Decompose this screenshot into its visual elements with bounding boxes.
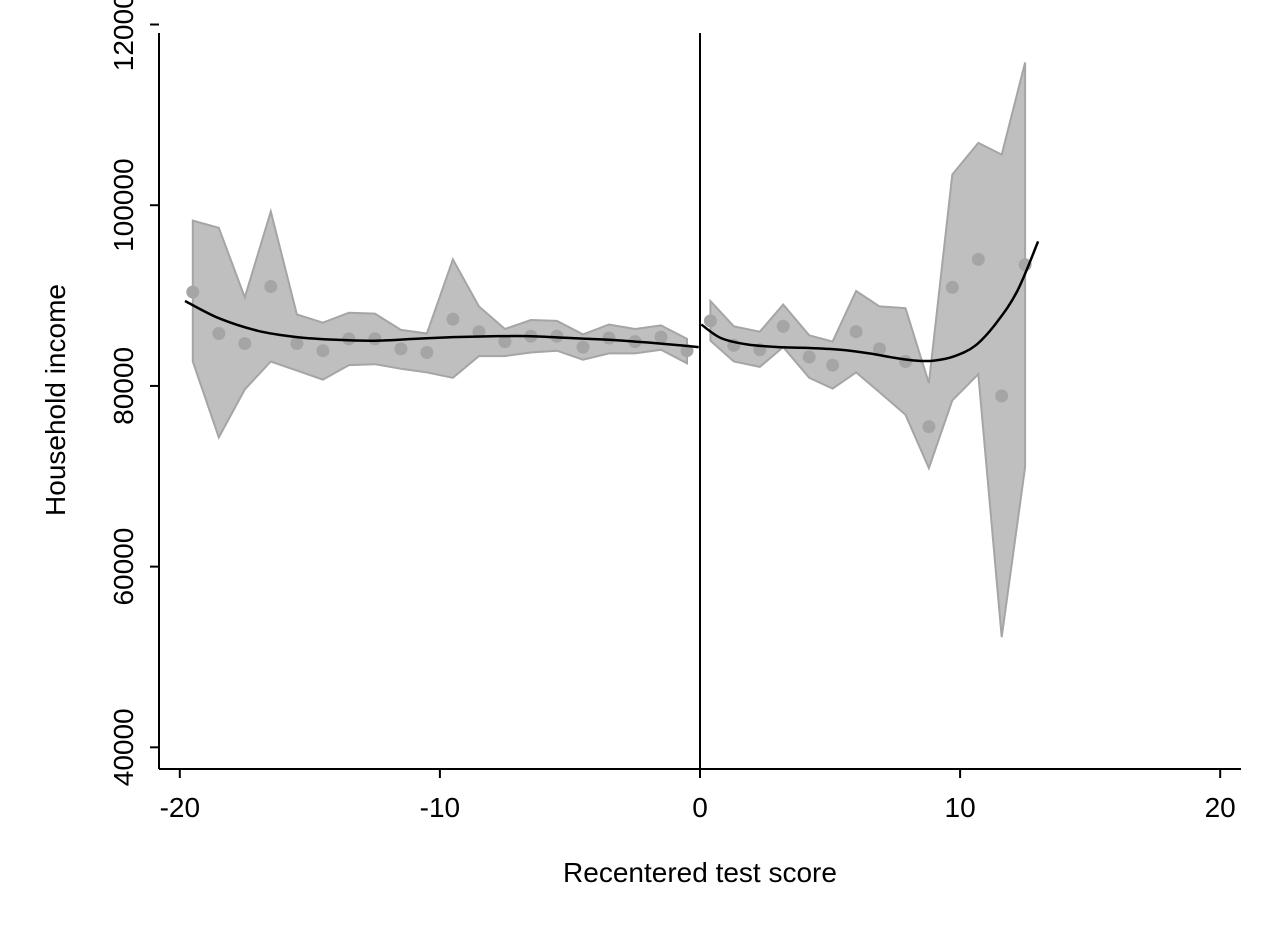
left-bins-point (238, 337, 252, 350)
right-fit-line (700, 240, 1040, 363)
right-bins-point (703, 314, 717, 328)
y-tick-label: 40000 (108, 708, 139, 786)
left-bins-point (368, 332, 382, 346)
left-bins-point (394, 342, 408, 356)
left-bins-point (420, 346, 434, 359)
y-axis-label: Household income (40, 284, 71, 516)
left-bins-point (498, 335, 512, 349)
x-tick-label: -20 (160, 792, 200, 823)
fit-lines (184, 240, 1040, 363)
left-bins-point (290, 337, 304, 350)
right-bins-point (873, 342, 886, 356)
left-bins-ci-band (191, 207, 688, 440)
right-bins-point (995, 389, 1009, 403)
left-bins-point (212, 327, 226, 340)
x-ticks: -20 -10 0 10 20 (160, 769, 1236, 823)
y-ticks: 40000 60000 80000 100000 120000 (108, 0, 159, 786)
x-tick-label: 0 (692, 792, 708, 823)
y-tick-label: 120000 (108, 0, 139, 71)
x-tick-label: -10 (420, 792, 460, 823)
left-fit-line (184, 299, 699, 349)
left-bins-point (472, 325, 486, 339)
x-tick-label: 20 (1205, 792, 1236, 823)
right-bins-point (945, 280, 959, 294)
right-bins-point (922, 420, 936, 434)
left-bins-point (602, 331, 616, 345)
left-bins-point (654, 330, 668, 344)
left-bins-point (446, 312, 460, 326)
y-tick-label: 80000 (108, 347, 139, 425)
right-bins-point (776, 319, 790, 333)
confidence-bands (191, 62, 1027, 638)
y-tick-label: 100000 (108, 158, 139, 251)
x-axis-label: Recentered test score (563, 857, 837, 888)
x-tick-label: 10 (945, 792, 976, 823)
left-bins-point (576, 340, 590, 354)
right-bins-point (971, 252, 985, 266)
left-bins-point (186, 285, 200, 299)
right-bins-ci-band (709, 62, 1027, 638)
y-tick-label: 60000 (108, 528, 139, 606)
right-bins-point (849, 325, 863, 339)
right-bins-point (899, 355, 912, 368)
right-bins-point (826, 358, 840, 372)
left-bins-point (342, 332, 356, 346)
axes: -20 -10 0 10 20 40000 60000 80000 100000 120000 (108, 0, 1241, 823)
right-bins-point (802, 350, 816, 364)
left-bins-point (316, 344, 330, 358)
left-bins-point (264, 280, 278, 293)
